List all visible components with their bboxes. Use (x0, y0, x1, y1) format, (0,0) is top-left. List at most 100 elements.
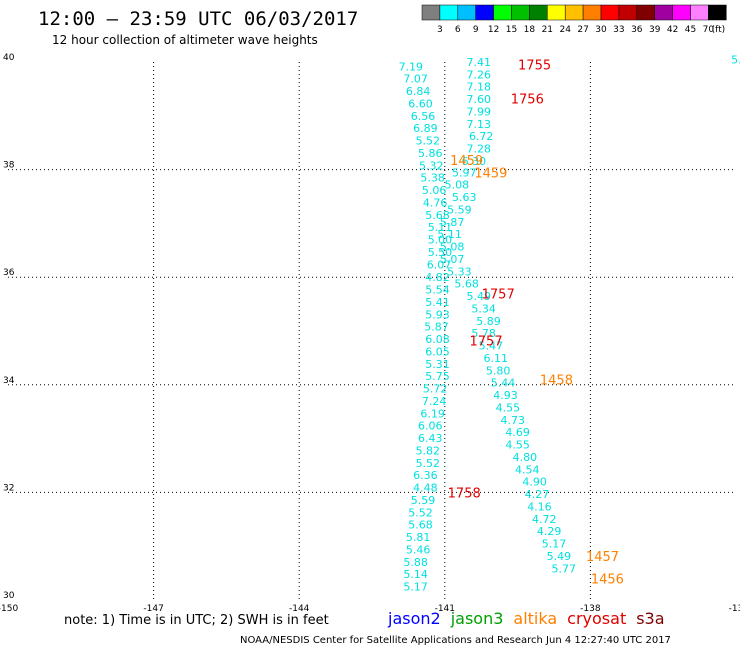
wave-height-value: 7.24 (422, 395, 447, 408)
wave-height-value: 6.43 (418, 432, 443, 445)
lon-tick-label: -150 (0, 604, 18, 614)
wave-height-value: 6.30 (462, 155, 487, 168)
wave-height-value: 5.80 (486, 364, 511, 377)
wave-height-value: 5.54 (425, 284, 450, 297)
colorbar-swatch (708, 4, 727, 21)
page-title: 12:00 — 23:59 UTC 06/03/2017 (38, 8, 359, 30)
wave-height-value: 4.82 (425, 271, 450, 284)
wave-height-value: 4.54 (515, 463, 540, 476)
colorbar-swatch (511, 4, 530, 21)
wave-height-value: 5.08 (445, 179, 470, 192)
colorbar-swatch (529, 4, 548, 21)
wave-height-value: 5.77 (551, 562, 576, 575)
colorbar-label: 30 (595, 25, 607, 35)
colorbar-swatch (475, 4, 494, 21)
wave-height-value: 4.27 (525, 488, 550, 501)
colorbar-label: 6 (455, 25, 461, 35)
colorbar-legend: 3 6 9 12 15 18 21 24 27 30 33 36 39 42 45 70(ft) (421, 4, 727, 35)
wave-height-value: 6.72 (469, 130, 494, 143)
wave-height-value: 5.63 (452, 191, 477, 204)
lon-tick-label: -141 (435, 604, 455, 614)
wave-height-value: 5.11 (437, 228, 462, 241)
wave-height-value: 5.52 (408, 506, 433, 519)
lat-tick-label: 34 (3, 376, 15, 386)
wave-height-value: 7.13 (467, 118, 492, 131)
colorbar-swatch (654, 4, 673, 21)
wave-height-value: 5.68 (408, 519, 433, 532)
wave-height-value: 7.41 (467, 56, 492, 69)
map-grid (8, 62, 736, 600)
wave-height-value: 5.41 (425, 296, 450, 309)
wave-height-value: 6.19 (420, 407, 445, 420)
colorbar-label: 15 (506, 25, 517, 35)
wave-height-value: 5.17 (403, 581, 428, 594)
wave-height-value: 5.33 (447, 265, 472, 278)
wave-height-value: 5.49 (467, 290, 492, 303)
legend-jason3: jason3 (450, 609, 504, 628)
lon-tick-label: -144 (289, 604, 310, 614)
wave-height-value: 4.55 (505, 439, 530, 452)
wave-height-value: 5.07 (440, 253, 465, 266)
pass-time-label: 1456 (591, 572, 624, 587)
wave-height-value: 4.55 (496, 401, 521, 414)
wave-height-value: 5.81 (406, 531, 431, 544)
wave-height-value: 6.36 (413, 469, 438, 482)
wave-height-value: 5.59 (411, 494, 436, 507)
colorbar-swatch (618, 4, 638, 21)
wave-height-value: 7.60 (467, 93, 492, 106)
wave-height-value: 7.07 (403, 73, 428, 86)
colorbar-label: 3 (437, 25, 443, 35)
legend-altika: altika (513, 609, 558, 628)
wave-height-value: 5.32 (419, 159, 444, 172)
wave-height-value: 6.08 (425, 333, 450, 346)
satellite-legend: jason2 jason3 altika cryosat s3a (388, 609, 675, 628)
lat-tick-label: 30 (3, 591, 15, 601)
pass-time-label: 1758 (448, 486, 481, 501)
wave-height-value: 5.75 (425, 370, 450, 383)
colorbar-label: 9 (473, 25, 479, 35)
wave-height-value: 4.69 (505, 426, 530, 439)
wave-height-value: 7.18 (467, 81, 492, 94)
colorbar-swatch (690, 4, 709, 21)
wave-height-value: 4.73 (500, 414, 525, 427)
wave-height-value: 7.26 (467, 68, 492, 81)
legend-jason2: jason2 (388, 609, 441, 628)
wave-height-value: 5.89 (476, 315, 501, 328)
colorbar-swatch (600, 4, 620, 21)
wave-height-value: 4.48 (413, 482, 438, 495)
wave-height-value: 5.59 (447, 203, 472, 216)
lat-tick-label: 38 (3, 161, 15, 171)
wave-height-value: 5.50 (428, 246, 453, 259)
lat-tick-label: 32 (3, 483, 14, 493)
wave-height-value: 6.06 (418, 420, 443, 433)
note-text: note: 1) Time is in UTC; 2) SWH is in fe… (64, 613, 329, 628)
pass-time-label: 1755 (518, 59, 551, 74)
colorbar-swatch (582, 4, 602, 21)
colorbar-label: 18 (524, 25, 536, 35)
wave-height-value: 7.19 (399, 60, 424, 73)
wave-height-value: 5.11 (428, 221, 453, 234)
lon-tick-label: -138 (580, 604, 601, 614)
pass-time-label: 1458 (540, 373, 573, 388)
wave-height-value: 6.05 (425, 345, 450, 358)
colorbar-label: 12 (488, 25, 499, 35)
altimeter-tracks: 7.197.076.846.606.566.895.525.865.325.38… (399, 53, 740, 593)
colorbar-swatch (439, 4, 459, 21)
lon-tick-label: -13 (729, 604, 740, 614)
colorbar-label: 45 (685, 25, 696, 35)
map-axis-labels: -150 -147 -144 -141 -138 -13 30 32 34 36 38 40 (0, 53, 740, 614)
wave-height-value: 5.93 (425, 308, 450, 321)
lat-tick-label: 40 (3, 53, 15, 63)
footer-credit: NOAA/NESDIS Center for Satellite Applica… (240, 635, 671, 646)
colorbar-label: 39 (649, 25, 661, 35)
wave-height-value: 4.72 (532, 513, 557, 526)
wave-height-value: 5.00 (428, 234, 453, 247)
wave-height-value: 5.47 (479, 340, 504, 353)
wave-height-value: 4.29 (537, 525, 562, 538)
wave-height-value: 4.93 (493, 389, 518, 402)
page-subtitle: 12 hour collection of altimeter wave hei… (52, 33, 318, 47)
wave-height-value: 5. (731, 53, 740, 66)
wave-height-value: 7.28 (467, 143, 492, 156)
